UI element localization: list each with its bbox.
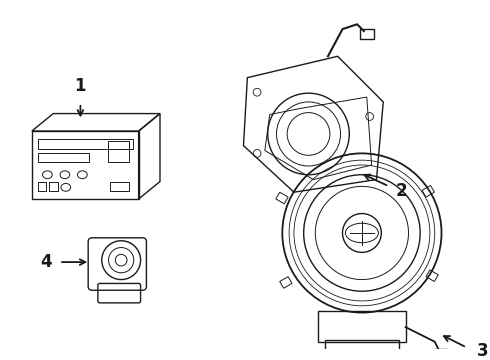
Bar <box>360 29 373 39</box>
Text: 3: 3 <box>476 342 488 360</box>
Bar <box>318 311 406 342</box>
Bar <box>108 141 129 162</box>
Bar <box>434 350 447 359</box>
Bar <box>426 270 438 282</box>
Bar <box>325 340 399 354</box>
Bar <box>38 153 89 162</box>
Bar <box>110 181 129 191</box>
Bar <box>38 183 47 191</box>
Bar <box>49 183 58 191</box>
Text: 2: 2 <box>396 182 408 200</box>
Bar <box>280 276 292 288</box>
Bar <box>422 185 435 197</box>
Bar <box>38 139 133 149</box>
Text: 1: 1 <box>74 77 86 95</box>
Text: 4: 4 <box>41 253 52 271</box>
Bar <box>276 192 288 204</box>
